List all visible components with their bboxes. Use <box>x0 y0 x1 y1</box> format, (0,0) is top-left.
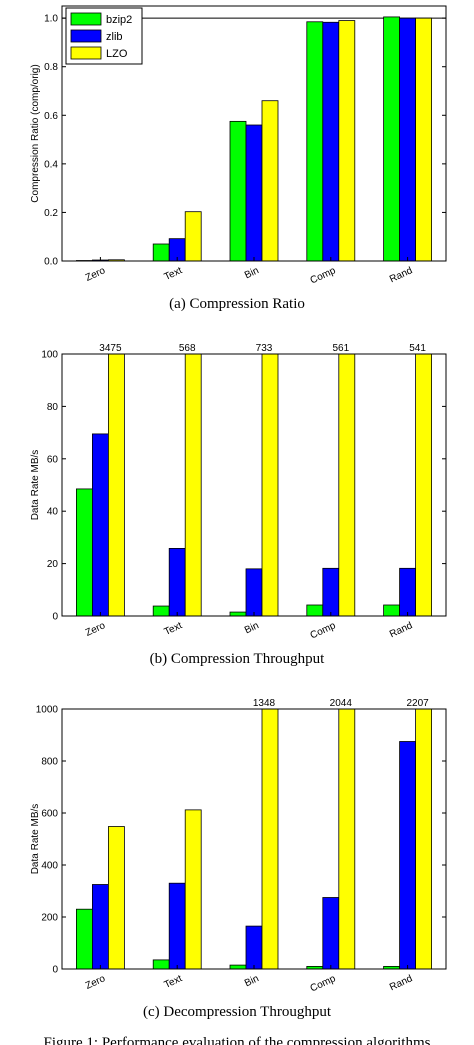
y-tick-label: 400 <box>41 861 58 872</box>
bar-bzip2-rand <box>383 604 401 617</box>
bar-zlib-comp <box>322 21 340 262</box>
x-tick-label-text: Text <box>163 620 184 638</box>
y-tick-label: 0.0 <box>44 257 58 268</box>
legend-label-zlib: zlib <box>106 31 123 43</box>
y-tick-label: 0 <box>52 965 58 976</box>
bar-bzip2-comp <box>306 604 324 617</box>
chart-decompression-throughput-svg: 1348 2044 2207 0 200 400 600 800 1000 Zero Text Bin… <box>30 698 447 994</box>
overflow-label-bin: 1348 <box>253 698 276 709</box>
y-tick-label: 60 <box>47 454 59 465</box>
caption-decompression-throughput: (c) Decompression Throughput <box>142 1004 331 1020</box>
overflow-label-text: 568 <box>179 343 196 354</box>
overflow-label-rand: 2207 <box>406 698 429 709</box>
bar-bzip2-text <box>152 605 170 617</box>
x-tick-label-zero: Zero <box>84 265 108 284</box>
bar-lzo-bin <box>261 100 279 262</box>
y-tick-label: 80 <box>47 402 59 413</box>
overflow-label-comp: 2044 <box>330 698 353 709</box>
bar-bzip2-text <box>152 243 170 262</box>
y-tick-label: 0.2 <box>44 208 58 219</box>
bar-bzip2-bin <box>229 611 247 617</box>
y-axis-label: Data Rate MB/s <box>30 450 41 521</box>
y-tick-label: 1.0 <box>44 14 58 25</box>
bar-lzo-comp <box>338 353 356 617</box>
y-tick-label: 0 <box>52 612 58 623</box>
y-tick-label: 0.4 <box>44 159 58 170</box>
x-tick-label-comp: Comp <box>309 265 338 286</box>
figure-caption-footer: Figure 1: Performance evaluation of the … <box>43 1035 431 1045</box>
y-tick-label: 40 <box>47 507 59 518</box>
y-tick-label: 0.6 <box>44 111 58 122</box>
overflow-label-zero: 3475 <box>99 343 122 354</box>
bar-lzo-zero <box>108 826 125 970</box>
y-tick-label: 100 <box>41 350 58 361</box>
bar-zlib-comp <box>322 897 340 970</box>
bar-zlib-text <box>168 548 186 617</box>
x-tick-label-text: Text <box>163 973 184 991</box>
x-tick-label-rand: Rand <box>388 620 414 640</box>
bar-zlib-bin <box>245 925 263 970</box>
bar-lzo-zero <box>108 353 125 617</box>
bar-lzo-rand <box>415 353 433 617</box>
bar-bzip2-rand <box>383 16 401 262</box>
bar-lzo-comp <box>338 708 356 970</box>
legend-swatch-lzo <box>70 46 102 60</box>
x-tick-label-bin: Bin <box>243 620 261 636</box>
caption-compression-ratio: (a) Compression Ratio <box>169 296 305 312</box>
bar-zlib-rand <box>399 741 417 970</box>
y-tick-label: 600 <box>41 809 58 820</box>
x-tick-label-zero: Zero <box>84 620 108 639</box>
chart-compression-throughput-svg: 3475 568 733 561 541 0 20 40 60 80 100 Zero Text Bin C… <box>30 343 447 641</box>
bar-zlib-zero <box>92 433 109 617</box>
bar-zlib-text <box>168 882 186 970</box>
bar-lzo-rand <box>415 708 433 970</box>
bar-zlib-rand <box>399 17 417 262</box>
chart-decompression-throughput: 1348 2044 2207 0 200 400 600 800 1000 Zero Text Bin… <box>0 695 474 1005</box>
x-tick-label-bin: Bin <box>243 265 261 281</box>
overflow-label-rand: 541 <box>409 343 426 354</box>
bar-zlib-rand <box>399 567 417 617</box>
bar-bzip2-zero <box>76 488 93 617</box>
bar-zlib-zero <box>92 884 109 970</box>
legend-label-lzo: LZO <box>106 48 128 60</box>
chart-compression-ratio: 0.0 0.2 0.4 0.6 0.8 1.0 Zero Text Bin Comp Rand Com… <box>0 0 474 300</box>
y-tick-label: 800 <box>41 757 58 768</box>
bar-lzo-bin <box>261 353 279 617</box>
bar-lzo-text <box>184 353 202 617</box>
bar-lzo-rand <box>415 17 433 262</box>
x-tick-label-zero: Zero <box>84 973 108 992</box>
legend-label-bzip2: bzip2 <box>106 14 132 26</box>
bar-lzo-bin <box>261 708 279 970</box>
bar-lzo-text <box>184 809 202 970</box>
overflow-label-bin: 733 <box>256 343 273 354</box>
bar-bzip2-zero <box>76 908 93 970</box>
chart-compression-throughput: 3475 568 733 561 541 0 20 40 60 80 100 Zero Text Bin C… <box>0 340 474 650</box>
bar-lzo-comp <box>338 20 356 262</box>
bar-lzo-text <box>184 211 202 262</box>
x-tick-label-rand: Rand <box>388 265 414 285</box>
y-tick-label: 1000 <box>36 705 59 716</box>
x-tick-label-rand: Rand <box>388 973 414 993</box>
y-axis-label: Data Rate MB/s <box>30 804 41 875</box>
y-tick-label: 200 <box>41 913 58 924</box>
bar-bzip2-bin <box>229 120 247 262</box>
bar-zlib-bin <box>245 124 263 262</box>
legend-swatch-bzip2 <box>70 12 102 26</box>
x-tick-label-comp: Comp <box>309 973 338 994</box>
y-tick-label: 20 <box>47 559 59 570</box>
legend-swatch-zlib <box>70 29 102 43</box>
bar-zlib-bin <box>245 568 263 617</box>
chart-compression-ratio-svg: 0.0 0.2 0.4 0.6 0.8 1.0 Zero Text Bin Comp Rand Com… <box>30 5 447 286</box>
x-tick-label-bin: Bin <box>243 973 261 989</box>
caption-compression-throughput: (b) Compression Throughput <box>149 651 325 667</box>
bar-bzip2-text <box>152 959 170 970</box>
x-tick-label-comp: Comp <box>309 620 338 641</box>
overflow-label-comp: 561 <box>332 343 349 354</box>
bar-bzip2-comp <box>306 21 324 262</box>
y-tick-label: 0.8 <box>44 62 58 73</box>
x-tick-label-text: Text <box>163 265 184 283</box>
bar-bzip2-bin <box>229 964 247 970</box>
y-axis-label: Compression Ratio (comp/orig) <box>30 64 41 202</box>
bar-zlib-comp <box>322 567 340 617</box>
